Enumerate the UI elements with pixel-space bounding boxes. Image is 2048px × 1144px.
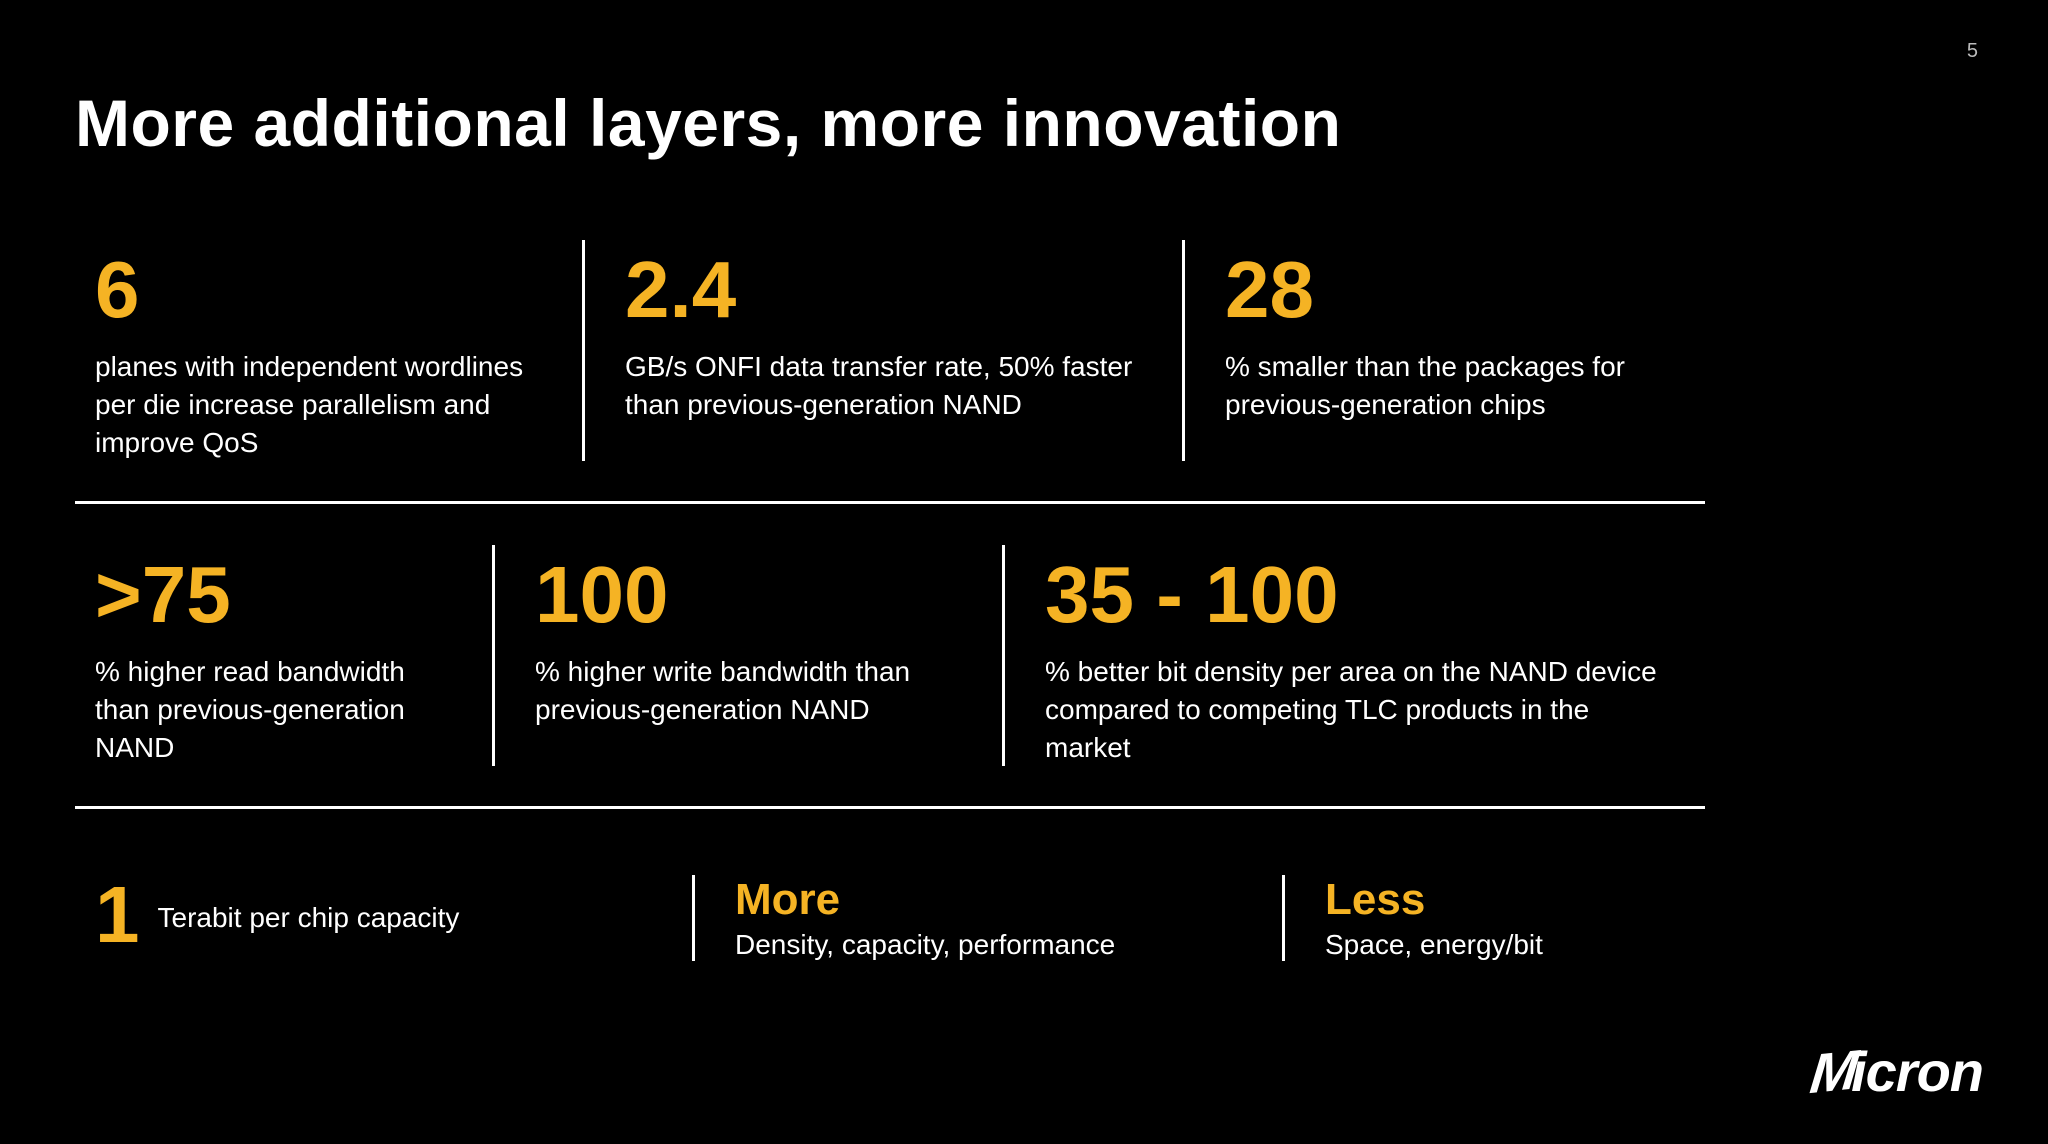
- stat-value: 6: [95, 250, 542, 330]
- stat-cell-more: More Density, capacity, performance: [695, 875, 1285, 961]
- stat-cell-capacity: 1 Terabit per chip capacity: [75, 875, 695, 961]
- stat-heading: Less: [1325, 875, 1665, 925]
- logo-swoosh-icon: M: [1808, 1037, 1861, 1106]
- stat-cell-planes: 6 planes with independent wordlines per …: [75, 240, 585, 461]
- micron-logo: Micron: [1811, 1039, 1983, 1104]
- stat-description: % higher read bandwidth than previous-ge…: [95, 653, 452, 766]
- stat-value: 28: [1225, 250, 1665, 330]
- stat-cell-less: Less Space, energy/bit: [1285, 875, 1705, 961]
- stat-description: planes with independent wordlines per di…: [95, 348, 542, 461]
- stat-cell-read-bandwidth: >75 % higher read bandwidth than previou…: [75, 545, 495, 766]
- stat-value: >75: [95, 555, 452, 635]
- logo-text: icron: [1851, 1039, 1983, 1104]
- stat-description: Density, capacity, performance: [735, 929, 1242, 961]
- stat-cell-package-size: 28 % smaller than the packages for previ…: [1185, 240, 1705, 461]
- stat-cell-transfer-rate: 2.4 GB/s ONFI data transfer rate, 50% fa…: [585, 240, 1185, 461]
- stat-description: % higher write bandwidth than previous-g…: [535, 653, 962, 729]
- stat-description: Space, energy/bit: [1325, 929, 1665, 961]
- page-number: 5: [1967, 40, 1978, 63]
- slide-title: More additional layers, more innovation: [75, 85, 1341, 161]
- stat-description: % smaller than the packages for previous…: [1225, 348, 1665, 424]
- stats-row-3: 1 Terabit per chip capacity More Density…: [75, 855, 1705, 991]
- stat-description: GB/s ONFI data transfer rate, 50% faster…: [625, 348, 1142, 424]
- stats-row-1: 6 planes with independent wordlines per …: [75, 230, 1705, 504]
- stats-row-2: >75 % higher read bandwidth than previou…: [75, 525, 1705, 809]
- stat-value: 1: [95, 875, 140, 955]
- stat-value: 2.4: [625, 250, 1142, 330]
- stat-cell-bit-density: 35 - 100 % better bit density per area o…: [1005, 545, 1705, 766]
- stat-value: 100: [535, 555, 962, 635]
- slide: 5 More additional layers, more innovatio…: [0, 0, 2048, 1144]
- stat-cell-write-bandwidth: 100 % higher write bandwidth than previo…: [495, 545, 1005, 766]
- stat-heading: More: [735, 875, 1242, 925]
- stat-description: % better bit density per area on the NAN…: [1045, 653, 1665, 766]
- stat-value: 35 - 100: [1045, 555, 1665, 635]
- stat-description: Terabit per chip capacity: [158, 899, 460, 937]
